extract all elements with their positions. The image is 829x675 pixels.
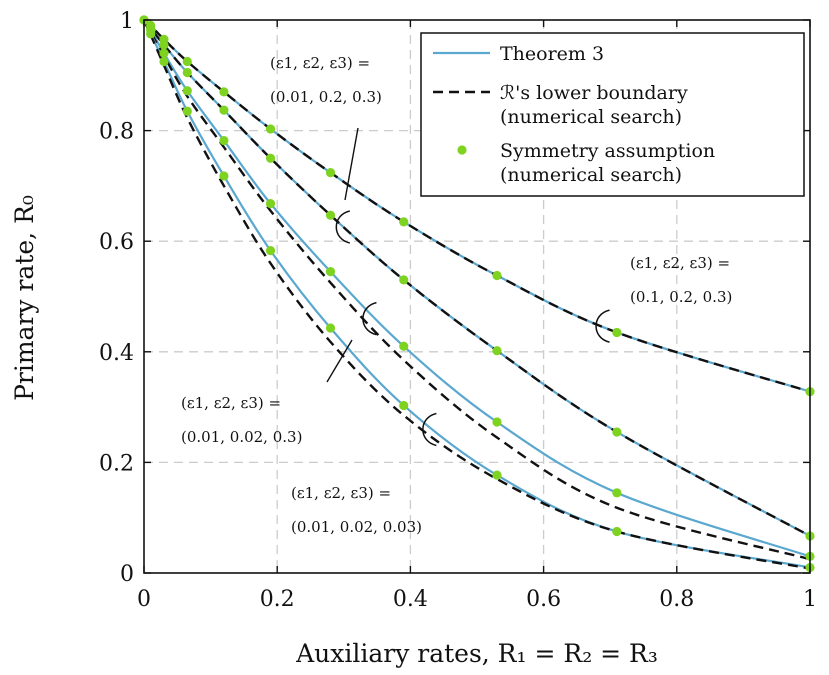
- symmetry-marker: [219, 105, 229, 115]
- symmetry-marker: [612, 526, 622, 537]
- annotation-label: (0.1, 0.2, 0.3): [630, 288, 732, 306]
- x-tick-label: 1: [803, 587, 817, 612]
- x-axis-label: Auxiliary rates, R₁ = R₂ = R₃: [295, 639, 658, 668]
- y-tick-label: 0.2: [99, 451, 134, 476]
- legend-swatch-marker: [457, 145, 467, 155]
- y-tick-label: 1: [120, 9, 134, 34]
- symmetry-marker: [612, 427, 622, 437]
- x-tick-label: 0.4: [393, 587, 428, 612]
- annotation-brace: [335, 210, 351, 244]
- symmetry-marker: [612, 327, 622, 338]
- symmetry-marker: [612, 488, 622, 498]
- symmetry-marker: [325, 323, 336, 333]
- legend: Theorem 3ℛ's lower boundary(numerical se…: [420, 32, 805, 197]
- annotation-leader: [344, 127, 359, 201]
- symmetry-marker: [182, 67, 192, 78]
- symmetry-marker: [325, 210, 336, 220]
- symmetry-marker: [182, 56, 192, 67]
- symmetry-marker: [219, 135, 229, 146]
- symmetry-marker: [399, 341, 409, 351]
- symmetry-marker: [399, 400, 409, 411]
- symmetry-marker: [182, 86, 192, 96]
- y-tick-label: 0: [120, 562, 134, 587]
- x-tick-label: 0: [137, 587, 151, 612]
- symmetry-marker: [492, 417, 502, 427]
- markers: [139, 15, 815, 573]
- y-axis-label: Primary rate, R₀: [10, 195, 39, 401]
- annotation-label: (ε1, ε2, ε3) =: [291, 484, 391, 502]
- symmetry-marker: [265, 153, 276, 163]
- symmetry-marker: [265, 246, 276, 256]
- y-tick-label: 0.4: [99, 341, 134, 366]
- symmetry-marker: [182, 106, 192, 116]
- annotation-label: (0.01, 0.2, 0.3): [270, 88, 382, 106]
- symmetry-marker: [492, 270, 502, 281]
- symmetry-marker: [492, 470, 502, 480]
- boundary-curve: [143, 19, 811, 393]
- symmetry-marker: [399, 275, 409, 285]
- symmetry-marker: [492, 346, 502, 356]
- annotation-label: (ε1, ε2, ε3) =: [181, 394, 281, 412]
- ticks: 00 0.2 0.2 0.4 0.4 0.6 0.6 0.8 0.8 1 1: [99, 9, 817, 612]
- legend-label: Theorem 3: [500, 43, 604, 65]
- legend-box: [420, 32, 805, 197]
- symmetry-marker: [219, 171, 229, 181]
- legend-label: ℛ's lower boundary: [500, 82, 688, 104]
- symmetry-marker: [159, 48, 169, 58]
- symmetry-marker: [399, 217, 409, 227]
- y-tick-label: 0.6: [99, 230, 134, 255]
- annotation-label: (ε1, ε2, ε3) =: [630, 254, 730, 272]
- annotation-brace: [362, 301, 377, 336]
- annotation-leader: [326, 339, 353, 383]
- symmetry-marker: [325, 168, 336, 178]
- annotations: (ε1, ε2, ε3) = (0.01, 0.2, 0.3) (ε1, ε2, ε…: [181, 54, 732, 536]
- symmetry-marker: [325, 267, 336, 277]
- symmetry-marker: [159, 40, 169, 50]
- symmetry-marker: [159, 56, 169, 67]
- x-tick-label: 0.8: [659, 587, 694, 612]
- y-tick-label: 0.8: [99, 120, 134, 145]
- annotation-brace: [595, 309, 610, 343]
- symmetry-marker: [265, 198, 276, 209]
- annotation-label: (0.01, 0.02, 0.3): [181, 428, 302, 446]
- annotation-label: (ε1, ε2, ε3) =: [270, 54, 370, 72]
- x-tick-label: 0.2: [260, 587, 295, 612]
- annotation-brace: [422, 412, 437, 447]
- legend-label: Symmetry assumption: [500, 140, 715, 162]
- symmetry-marker: [219, 87, 229, 97]
- symmetry-marker: [146, 29, 156, 39]
- legend-label: (numerical search): [500, 106, 682, 128]
- x-tick-label: 0.6: [526, 587, 561, 612]
- axes: [143, 19, 811, 574]
- plot-frame: [143, 19, 811, 574]
- symmetry-marker: [265, 124, 276, 134]
- annotation-label: (0.01, 0.02, 0.03): [291, 518, 422, 536]
- legend-label: (numerical search): [500, 164, 682, 186]
